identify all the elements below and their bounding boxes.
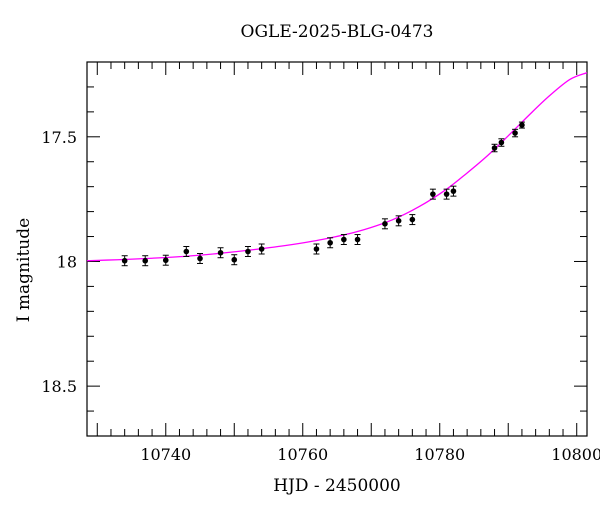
data-point — [450, 188, 457, 194]
data-point — [382, 221, 388, 227]
data-point — [409, 216, 416, 223]
data-point — [443, 191, 450, 197]
data-point — [498, 139, 505, 146]
data-point — [491, 145, 498, 151]
y-tick-label: 18.5 — [41, 377, 77, 396]
x-tick-label: 10780 — [414, 445, 465, 464]
data-point — [258, 246, 265, 252]
data-point — [121, 257, 128, 264]
data-point — [327, 239, 333, 246]
data-point — [512, 130, 518, 136]
data-point — [197, 255, 203, 262]
x-axis-label: HJD - 2450000 — [273, 476, 401, 496]
data-point — [245, 248, 251, 255]
data-point — [142, 257, 149, 264]
model-curve — [86, 72, 588, 262]
chart-title: OGLE-2025-BLG-0473 — [240, 22, 434, 42]
x-tick-label: 10760 — [277, 445, 328, 464]
data-point — [183, 248, 190, 255]
data-point — [313, 246, 320, 252]
data-point — [217, 249, 224, 256]
data-point — [162, 257, 169, 264]
data-point — [430, 191, 436, 197]
data-point — [519, 122, 525, 128]
data-point — [231, 256, 238, 263]
data-point — [354, 236, 361, 243]
x-tick-label: 10740 — [140, 445, 191, 464]
axes-frame — [86, 61, 588, 437]
y-tick-label: 18 — [57, 252, 77, 271]
x-tick-label: 10800 — [551, 445, 600, 464]
data-point — [395, 218, 402, 224]
y-tick-label: 17.5 — [41, 128, 77, 147]
data-point — [341, 236, 347, 243]
